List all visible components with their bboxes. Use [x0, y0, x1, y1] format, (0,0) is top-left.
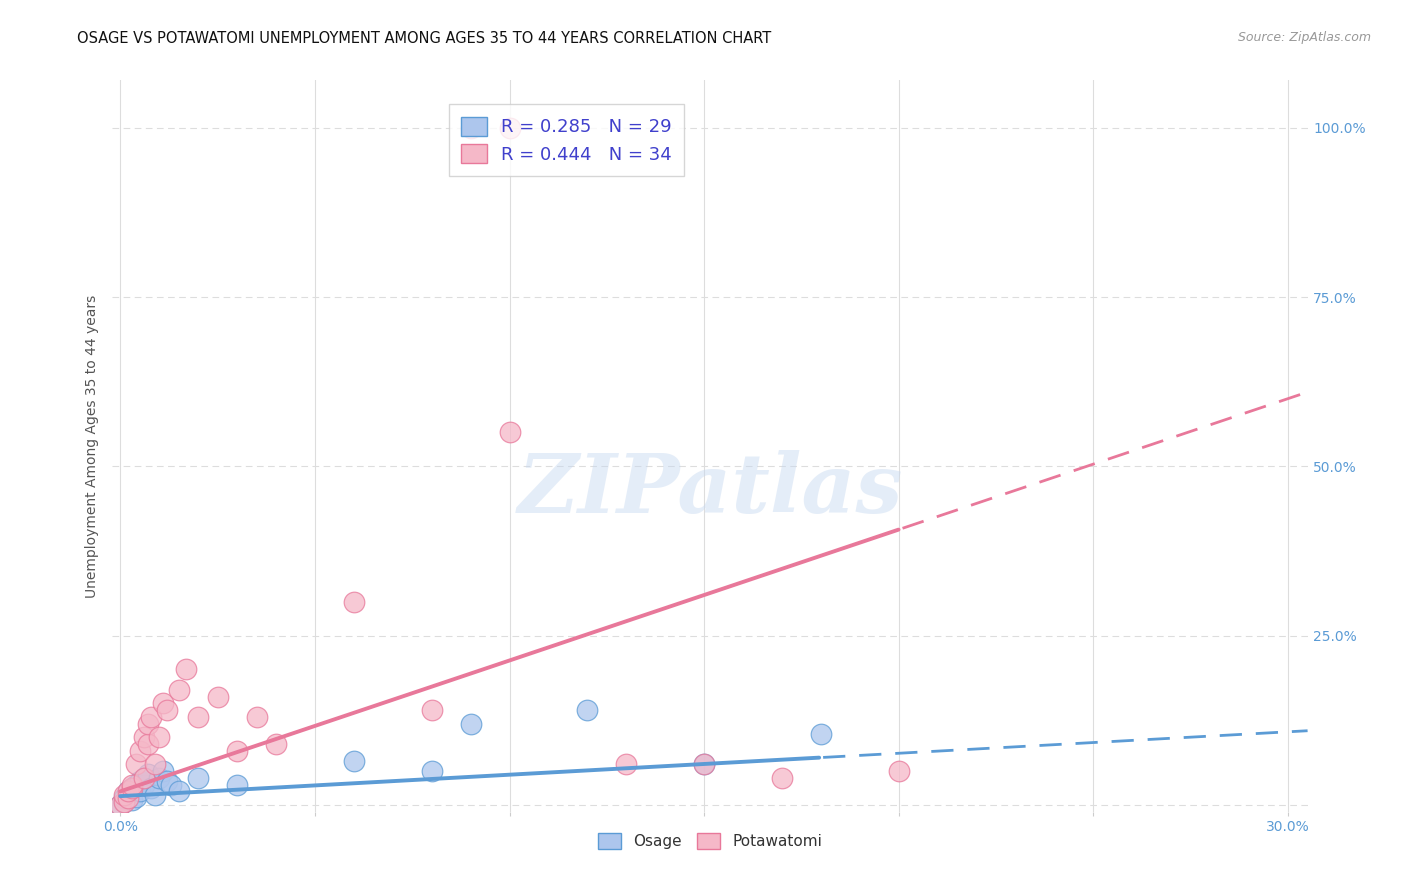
Point: [136, 716, 159, 731]
Point: [148, 771, 170, 785]
Point: [125, 757, 148, 772]
Text: OSAGE VS POTAWATOMI UNEMPLOYMENT AMONG AGES 35 TO 44 YEARS CORRELATION CHART: OSAGE VS POTAWATOMI UNEMPLOYMENT AMONG A…: [77, 31, 772, 46]
Point: [693, 757, 716, 772]
Y-axis label: Unemployment Among Ages 35 to 44 years: Unemployment Among Ages 35 to 44 years: [84, 294, 98, 598]
Point: [128, 784, 150, 798]
Point: [152, 697, 174, 711]
Point: [117, 784, 139, 798]
Point: [460, 716, 482, 731]
Point: [141, 710, 163, 724]
Point: [117, 784, 139, 798]
Point: [810, 727, 832, 741]
Point: [187, 710, 209, 724]
Point: [460, 120, 482, 135]
Point: [420, 703, 443, 717]
Point: [117, 788, 139, 802]
Point: [152, 764, 174, 778]
Point: [498, 120, 520, 135]
Point: [128, 774, 150, 789]
Text: ZIPatlas: ZIPatlas: [517, 450, 903, 530]
Point: [226, 744, 249, 758]
Point: [132, 730, 155, 744]
Point: [112, 791, 135, 805]
Point: [141, 780, 163, 795]
Point: [156, 774, 179, 789]
Point: [110, 797, 132, 812]
Point: [125, 778, 148, 792]
Point: [187, 771, 209, 785]
Point: [112, 795, 135, 809]
Point: [121, 780, 143, 795]
Point: [156, 703, 179, 717]
Point: [117, 791, 139, 805]
Point: [176, 663, 198, 677]
Point: [614, 757, 637, 772]
Point: [576, 703, 599, 717]
Text: Source: ZipAtlas.com: Source: ZipAtlas.com: [1237, 31, 1371, 45]
Point: [693, 757, 716, 772]
Point: [160, 778, 183, 792]
Point: [112, 795, 135, 809]
Point: [226, 778, 249, 792]
Point: [132, 771, 155, 785]
Point: [148, 730, 170, 744]
Point: [245, 710, 267, 724]
Point: [121, 778, 143, 792]
Point: [121, 780, 143, 795]
Point: [132, 778, 155, 792]
Point: [110, 797, 132, 812]
Point: [128, 744, 150, 758]
Point: [143, 757, 166, 772]
Point: [420, 764, 443, 778]
Point: [167, 784, 190, 798]
Legend: Osage, Potawatomi: Osage, Potawatomi: [592, 826, 828, 855]
Point: [343, 595, 366, 609]
Point: [498, 425, 520, 440]
Point: [343, 754, 366, 768]
Point: [887, 764, 910, 778]
Point: [121, 792, 143, 806]
Point: [125, 789, 148, 804]
Point: [136, 737, 159, 751]
Point: [770, 771, 793, 785]
Point: [136, 767, 159, 781]
Point: [167, 682, 190, 697]
Point: [264, 737, 287, 751]
Point: [132, 771, 155, 785]
Point: [207, 690, 229, 704]
Point: [112, 788, 135, 802]
Point: [143, 788, 166, 802]
